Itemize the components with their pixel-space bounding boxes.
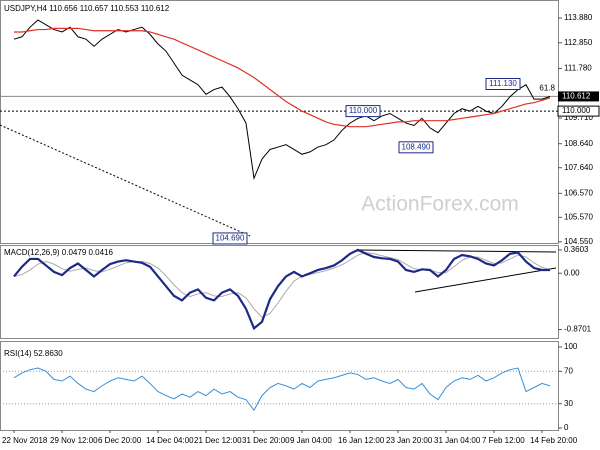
y-tick-label: 113.880	[564, 13, 593, 22]
last-price-label: 110.612	[562, 92, 591, 101]
panel-title: MACD(12,26,9) 0.0479 0.0416	[4, 248, 114, 257]
y-tick-label: 107.640	[564, 163, 593, 172]
y-tick-label: 111.780	[564, 64, 592, 73]
series-line	[14, 27, 551, 128]
x-tick-label: 21 Dec 12:00	[194, 436, 242, 445]
rsi-panel	[0, 341, 559, 431]
y-tick-label: 108.640	[564, 139, 593, 148]
x-tick-label: 16 Jan 12:00	[338, 436, 385, 445]
x-tick-label: 6 Dec 20:00	[98, 436, 142, 445]
y-tick-label: 109.710	[564, 113, 593, 122]
y-tick-label: -0.8701	[564, 325, 592, 334]
panel-title: USDJPY,H4 110.656 110.657 110.553 110.61…	[4, 4, 170, 13]
y-tick-label: 112.850	[564, 38, 593, 47]
x-tick-label: 29 Nov 12:00	[50, 436, 98, 445]
series-line	[13, 251, 551, 318]
series-line	[13, 19, 551, 181]
x-tick-label: 14 Feb 20:00	[530, 436, 578, 445]
y-tick-label: 100	[564, 342, 578, 351]
x-tick-label: 31 Jan 04:00	[434, 436, 481, 445]
fib-label: 61.8	[539, 84, 555, 93]
level-label: 110.000	[562, 106, 591, 115]
annotation-label: 110.000	[349, 106, 378, 115]
annotation-box	[345, 105, 381, 118]
y-tick-label: 0.00	[564, 268, 580, 277]
watermark: ActionForex.com	[361, 193, 519, 216]
y-tick-label: 106.570	[564, 188, 593, 197]
price-panel	[0, 0, 559, 244]
x-tick-label: 23 Jan 20:00	[386, 436, 433, 445]
x-tick-label: 22 Nov 2018	[2, 436, 48, 445]
panel-title: RSI(14) 52.8630	[4, 349, 63, 358]
annotation-label: 111.130	[489, 79, 517, 88]
y-tick-label: 70	[564, 366, 573, 375]
x-tick-label: 14 Dec 04:00	[146, 436, 194, 445]
y-tick-label: 104.550	[564, 237, 593, 246]
annotation-box	[485, 78, 521, 91]
y-tick-label: 30	[564, 399, 573, 408]
x-tick-label: 9 Jan 04:00	[290, 436, 332, 445]
annotation-box	[212, 232, 248, 245]
series-line	[13, 248, 550, 331]
trend-line	[0, 124, 251, 237]
level-box	[557, 105, 600, 117]
annotation-label: 108.490	[402, 142, 431, 151]
x-tick-label: 31 Dec 20:00	[242, 436, 290, 445]
annotation-label: 104.690	[216, 234, 245, 243]
last-price-box	[558, 91, 599, 102]
trend-line	[357, 249, 557, 253]
y-tick-label: 105.570	[564, 212, 593, 221]
annotation-box	[398, 141, 434, 154]
macd-panel	[0, 245, 559, 339]
trend-line	[414, 267, 557, 293]
y-tick-label: 0	[564, 423, 569, 432]
x-tick-label: 7 Feb 12:00	[482, 436, 525, 445]
y-tick-label: 0.3603	[564, 245, 589, 254]
series-line	[13, 367, 551, 412]
